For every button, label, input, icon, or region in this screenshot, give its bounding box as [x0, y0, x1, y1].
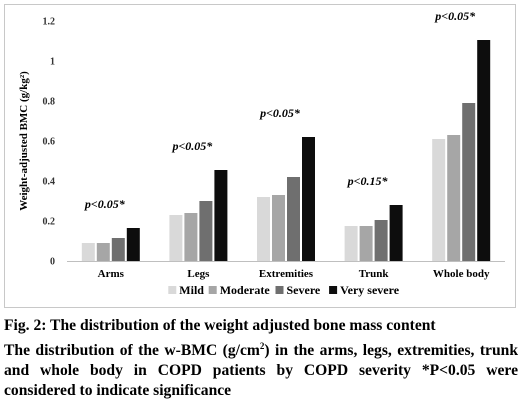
legend-label: Very severe [340, 283, 400, 297]
x-category-label: Trunk [359, 268, 390, 280]
chart-frame: 0 0.2 0.4 0.6 0.8 1 1.2 Weight-adjusted BMC (g/… [4, 4, 516, 308]
legend-swatch [168, 286, 177, 294]
y-tick-label: 1 [50, 57, 55, 68]
y-tick-label: 0.2 [43, 217, 56, 228]
caption-body-start: The distribution of the w-BMC (g/cm [4, 342, 260, 360]
significance-annotation: p<0.15* [347, 174, 389, 188]
significance-annotation: p<0.05* [171, 139, 213, 153]
bar-moderate [184, 213, 198, 261]
y-tick-label: 0.4 [43, 177, 56, 188]
caption-title: Fig. 2: The distribution of the weight a… [4, 317, 436, 334]
y-tick-label: 0.8 [43, 97, 56, 108]
bar-moderate [272, 195, 285, 261]
bar-mild [432, 139, 446, 261]
significance-annotation: p<0.05* [259, 106, 301, 120]
x-category-label: Extremities [259, 268, 314, 280]
x-category-label: Arms [98, 268, 125, 280]
bar-severe [287, 177, 300, 261]
bar-severe [111, 238, 125, 261]
y-tick-label: 1.2 [43, 17, 56, 28]
caption-superscript: 2 [259, 341, 265, 351]
caption-body: The distribution of the w-BMC (g/cm2) in… [4, 336, 518, 401]
bar-very-severe [389, 205, 403, 261]
legend-label: Mild [179, 283, 204, 297]
bar-severe [374, 220, 388, 261]
legend-swatch [275, 286, 284, 294]
bar-mild [81, 243, 95, 261]
bar-mild [344, 226, 358, 261]
significance-annotation: p<0.05* [84, 197, 126, 211]
bar-very-severe [477, 40, 491, 261]
legend-swatch [208, 286, 217, 294]
caption-body-end: ) in the arms, legs, extremities, trunk … [4, 342, 518, 400]
y-axis-label: Weight-adjusted BMC (g/kg²) [18, 71, 30, 211]
bar-severe [462, 103, 476, 261]
bar-moderate [96, 243, 110, 261]
bar-mild [257, 197, 270, 261]
bar-severe [199, 201, 213, 261]
y-tick-label: 0.6 [43, 137, 56, 148]
legend-swatch [329, 286, 338, 294]
bar-very-severe [214, 170, 228, 261]
legend-label: Severe [287, 283, 321, 297]
bar-very-severe [126, 228, 140, 261]
legend-label: Moderate [220, 283, 271, 297]
bar-moderate [447, 135, 461, 261]
y-tick-label: 0 [50, 257, 55, 268]
x-category-label: Whole body [433, 268, 490, 280]
bmc-bar-chart: 0 0.2 0.4 0.6 0.8 1 1.2 Weight-adjusted BMC (g/… [18, 9, 505, 297]
bar-mild [169, 215, 183, 261]
figure-caption: Fig. 2: The distribution of the weight a… [4, 316, 518, 401]
bar-very-severe [302, 137, 315, 261]
bar-moderate [359, 226, 373, 261]
x-category-label: Legs [187, 268, 210, 280]
significance-annotation: p<0.05* [434, 9, 476, 23]
